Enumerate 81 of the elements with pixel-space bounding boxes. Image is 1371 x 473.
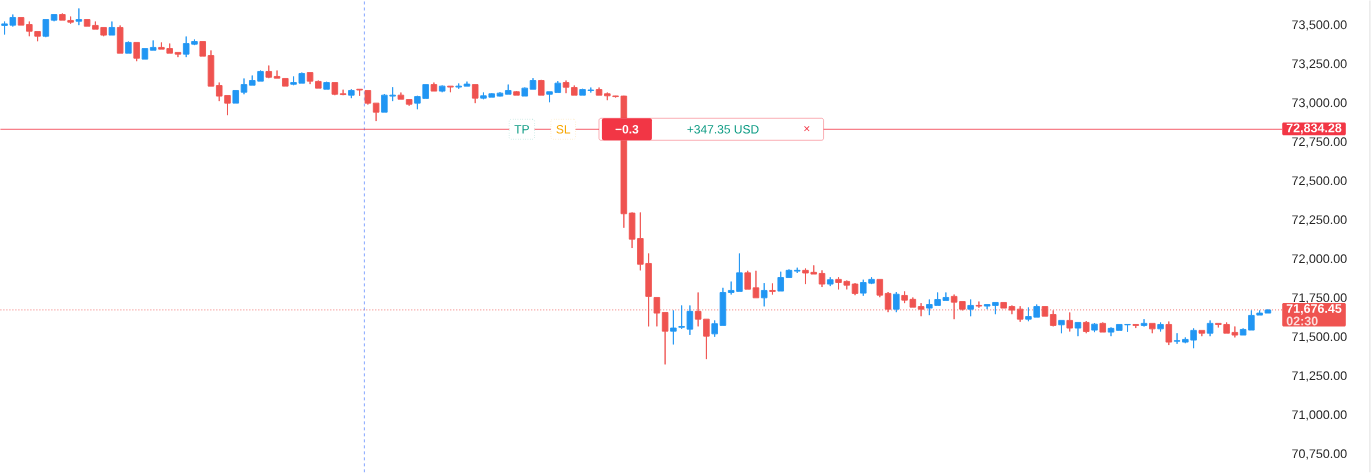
candlestick [282, 78, 289, 87]
annotation: +347.35 USD [687, 125, 759, 134]
candlestick [1149, 323, 1156, 334]
candlestick [1091, 322, 1098, 333]
candlestick [75, 8, 83, 26]
y-tick-label: 71,750.00 [1292, 293, 1347, 304]
candlestick [108, 21, 116, 36]
ref-line-label: 71,676.45 [1286, 304, 1342, 315]
candlestick [538, 79, 545, 96]
candlestick [273, 70, 281, 79]
candlestick [348, 88, 355, 99]
candlestick [199, 41, 206, 57]
candlestick [504, 84, 512, 95]
y-tick-label: 72,750.00 [1292, 137, 1347, 148]
candlestick [785, 269, 793, 279]
candlestick [851, 282, 859, 296]
candlestick [1082, 320, 1090, 334]
candlestick [777, 271, 784, 292]
candlestick [50, 14, 58, 22]
y-tick-label: 72,250.00 [1292, 215, 1347, 226]
y-tick-label: 70,750.00 [1292, 449, 1347, 460]
candlestick [1058, 320, 1065, 334]
candlestick [372, 102, 380, 122]
candlestick [471, 84, 479, 104]
y-tick-label: 73,500.00 [1292, 20, 1347, 31]
candlestick [397, 92, 405, 100]
candlestick [405, 99, 413, 107]
candlestick [438, 85, 446, 93]
candlestick [265, 65, 273, 79]
candlestick [1140, 318, 1148, 328]
candlestick [793, 267, 801, 274]
candlestick [447, 85, 454, 93]
candlestick [42, 19, 50, 38]
candlestick [339, 89, 347, 96]
annotation: −0.3 [615, 125, 639, 134]
candlestick [562, 80, 570, 94]
candlestick [529, 77, 537, 90]
y-tick-label: 71,250.00 [1292, 371, 1347, 382]
candlestick [1165, 321, 1173, 346]
y-tick-label: 72,000.00 [1292, 254, 1347, 265]
candlestick [331, 82, 339, 96]
candlestick [207, 50, 215, 87]
candlestick [1099, 322, 1107, 333]
candlestick [1132, 324, 1140, 329]
y-tick-label: 73,000.00 [1292, 98, 1347, 109]
candlestick [827, 276, 834, 287]
candlestick [323, 81, 330, 90]
y-tick-label: 72,500.00 [1292, 176, 1347, 187]
candlestick [125, 41, 132, 54]
candlestick [1198, 330, 1206, 337]
candlestick [430, 82, 438, 92]
candlestick [521, 87, 529, 97]
candlestick [133, 42, 140, 62]
text: 02:30 [1286, 316, 1318, 326]
candlestick [116, 25, 124, 54]
annotation: × [804, 126, 810, 132]
candlestick [513, 90, 520, 96]
candlestick [141, 48, 149, 60]
candlestick [1066, 312, 1073, 333]
annotation: SL [556, 125, 571, 134]
y-tick-label: 71,500.00 [1292, 332, 1347, 343]
candlestick [818, 269, 826, 288]
candlestick [1157, 322, 1164, 333]
candlestick [1206, 320, 1214, 337]
y-tick-label: 71,000.00 [1292, 410, 1347, 421]
candlestick [769, 283, 776, 296]
y-tick-label: 73,250.00 [1292, 59, 1347, 70]
candlestick [496, 91, 504, 97]
ref-line-label: 72,834.28 [1286, 123, 1342, 135]
annotation: TP [514, 125, 529, 134]
candlestick [1016, 305, 1024, 323]
candlestick [1107, 327, 1115, 337]
candlestick [967, 299, 974, 317]
candlestick [232, 90, 240, 104]
candlestick [876, 279, 884, 298]
candlestick [1074, 322, 1082, 337]
candlestick [571, 85, 578, 96]
candlestick [893, 291, 900, 313]
candlestick [240, 78, 248, 95]
candlestick [760, 282, 768, 307]
candlestick [149, 40, 157, 51]
